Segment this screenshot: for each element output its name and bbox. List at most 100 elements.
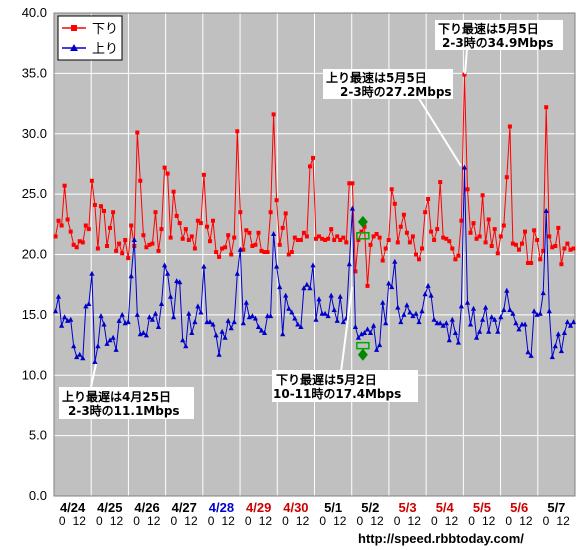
data-point (555, 331, 561, 337)
x-hour-label: 12 (296, 514, 310, 528)
green-bracket (356, 232, 370, 240)
data-point (314, 236, 318, 241)
data-point (467, 321, 474, 327)
data-point (361, 330, 368, 335)
data-point (150, 241, 155, 246)
data-point (492, 316, 498, 322)
data-point (553, 244, 558, 248)
x-hour-label: 12 (147, 514, 161, 528)
data-point (450, 246, 455, 251)
data-point (201, 172, 206, 177)
x-date-label: 5/5 (473, 500, 491, 515)
data-point (111, 210, 116, 215)
data-point (210, 321, 216, 327)
data-point (143, 332, 149, 338)
data-point (364, 326, 371, 332)
data-point (271, 112, 276, 117)
x-date-label: 5/6 (510, 500, 528, 515)
data-point (326, 236, 331, 241)
data-point (423, 210, 428, 215)
data-point (480, 193, 485, 198)
x-hour-label: 0 (319, 514, 326, 528)
green-bracket (356, 341, 370, 350)
y-tick-label: 20.0 (22, 247, 47, 262)
data-point (337, 293, 343, 299)
data-point (431, 316, 437, 322)
data-point (292, 315, 298, 321)
data-point (104, 340, 110, 346)
x-date-label: 5/3 (398, 500, 416, 515)
y-tick-label: 25.0 (22, 186, 47, 201)
data-point (313, 316, 319, 322)
data-point (489, 244, 494, 248)
data-point (289, 250, 294, 255)
annotation-up-fastest-box (323, 69, 453, 99)
data-point (183, 343, 189, 349)
data-point (286, 305, 292, 311)
data-point (513, 320, 519, 326)
data-point (495, 328, 501, 334)
data-point (101, 321, 107, 327)
data-point (195, 218, 200, 223)
data-point (108, 225, 112, 230)
data-point (340, 319, 346, 325)
y-tick-label: 10.0 (22, 367, 47, 382)
x-hour-label: 12 (556, 514, 570, 528)
data-point (86, 227, 91, 232)
data-point (152, 310, 159, 316)
pointer-up-fastest (417, 96, 462, 167)
data-point (110, 334, 116, 340)
data-point (561, 330, 567, 335)
x-date-label: 4/25 (97, 500, 122, 515)
data-point (398, 319, 404, 325)
data-point (513, 242, 518, 247)
green-diamond (357, 215, 368, 228)
date-markers (356, 215, 370, 361)
data-point (446, 337, 452, 343)
y-axis-ticks: 0.0 5.0 10.0 15.0 20.0 25.0 30.0 35.0 40.0 (22, 5, 47, 503)
x-hour-label: 12 (519, 514, 533, 528)
data-point (386, 280, 392, 286)
data-point (404, 302, 410, 308)
data-point (131, 237, 137, 242)
data-point (162, 165, 167, 170)
annotation-down-fastest-line2: 2-3時の34.9Mbps (442, 35, 554, 50)
data-point (395, 240, 400, 245)
data-point (567, 322, 574, 328)
data-point (304, 234, 309, 239)
data-point (532, 228, 537, 233)
data-point (232, 235, 237, 240)
data-point (559, 262, 564, 267)
data-point (498, 314, 504, 320)
x-date-label: 4/26 (134, 500, 159, 515)
data-point (153, 210, 158, 215)
y-tick-label: 5.0 (29, 428, 47, 443)
data-point (550, 245, 555, 250)
data-point (77, 239, 82, 244)
legend-box (57, 15, 123, 61)
data-point (205, 224, 209, 229)
data-point (535, 238, 540, 242)
data-point (525, 349, 531, 355)
data-point (432, 238, 437, 242)
data-point (247, 230, 252, 235)
data-point (168, 293, 174, 299)
legend-label-up: 上り (92, 42, 118, 57)
data-point (558, 348, 564, 354)
data-point (186, 238, 191, 242)
data-point (498, 234, 503, 239)
data-point (374, 346, 380, 352)
x-date-label: 5/4 (436, 500, 455, 515)
data-point (346, 261, 352, 267)
data-point (62, 183, 67, 188)
data-point (180, 337, 186, 343)
data-point (416, 319, 422, 325)
data-point (119, 311, 125, 317)
data-point (401, 212, 406, 217)
legend-marker-up (70, 44, 78, 51)
plot-border (53, 12, 576, 497)
data-point (183, 227, 188, 232)
data-point (320, 236, 325, 241)
data-point (95, 343, 101, 349)
data-point (180, 236, 185, 241)
